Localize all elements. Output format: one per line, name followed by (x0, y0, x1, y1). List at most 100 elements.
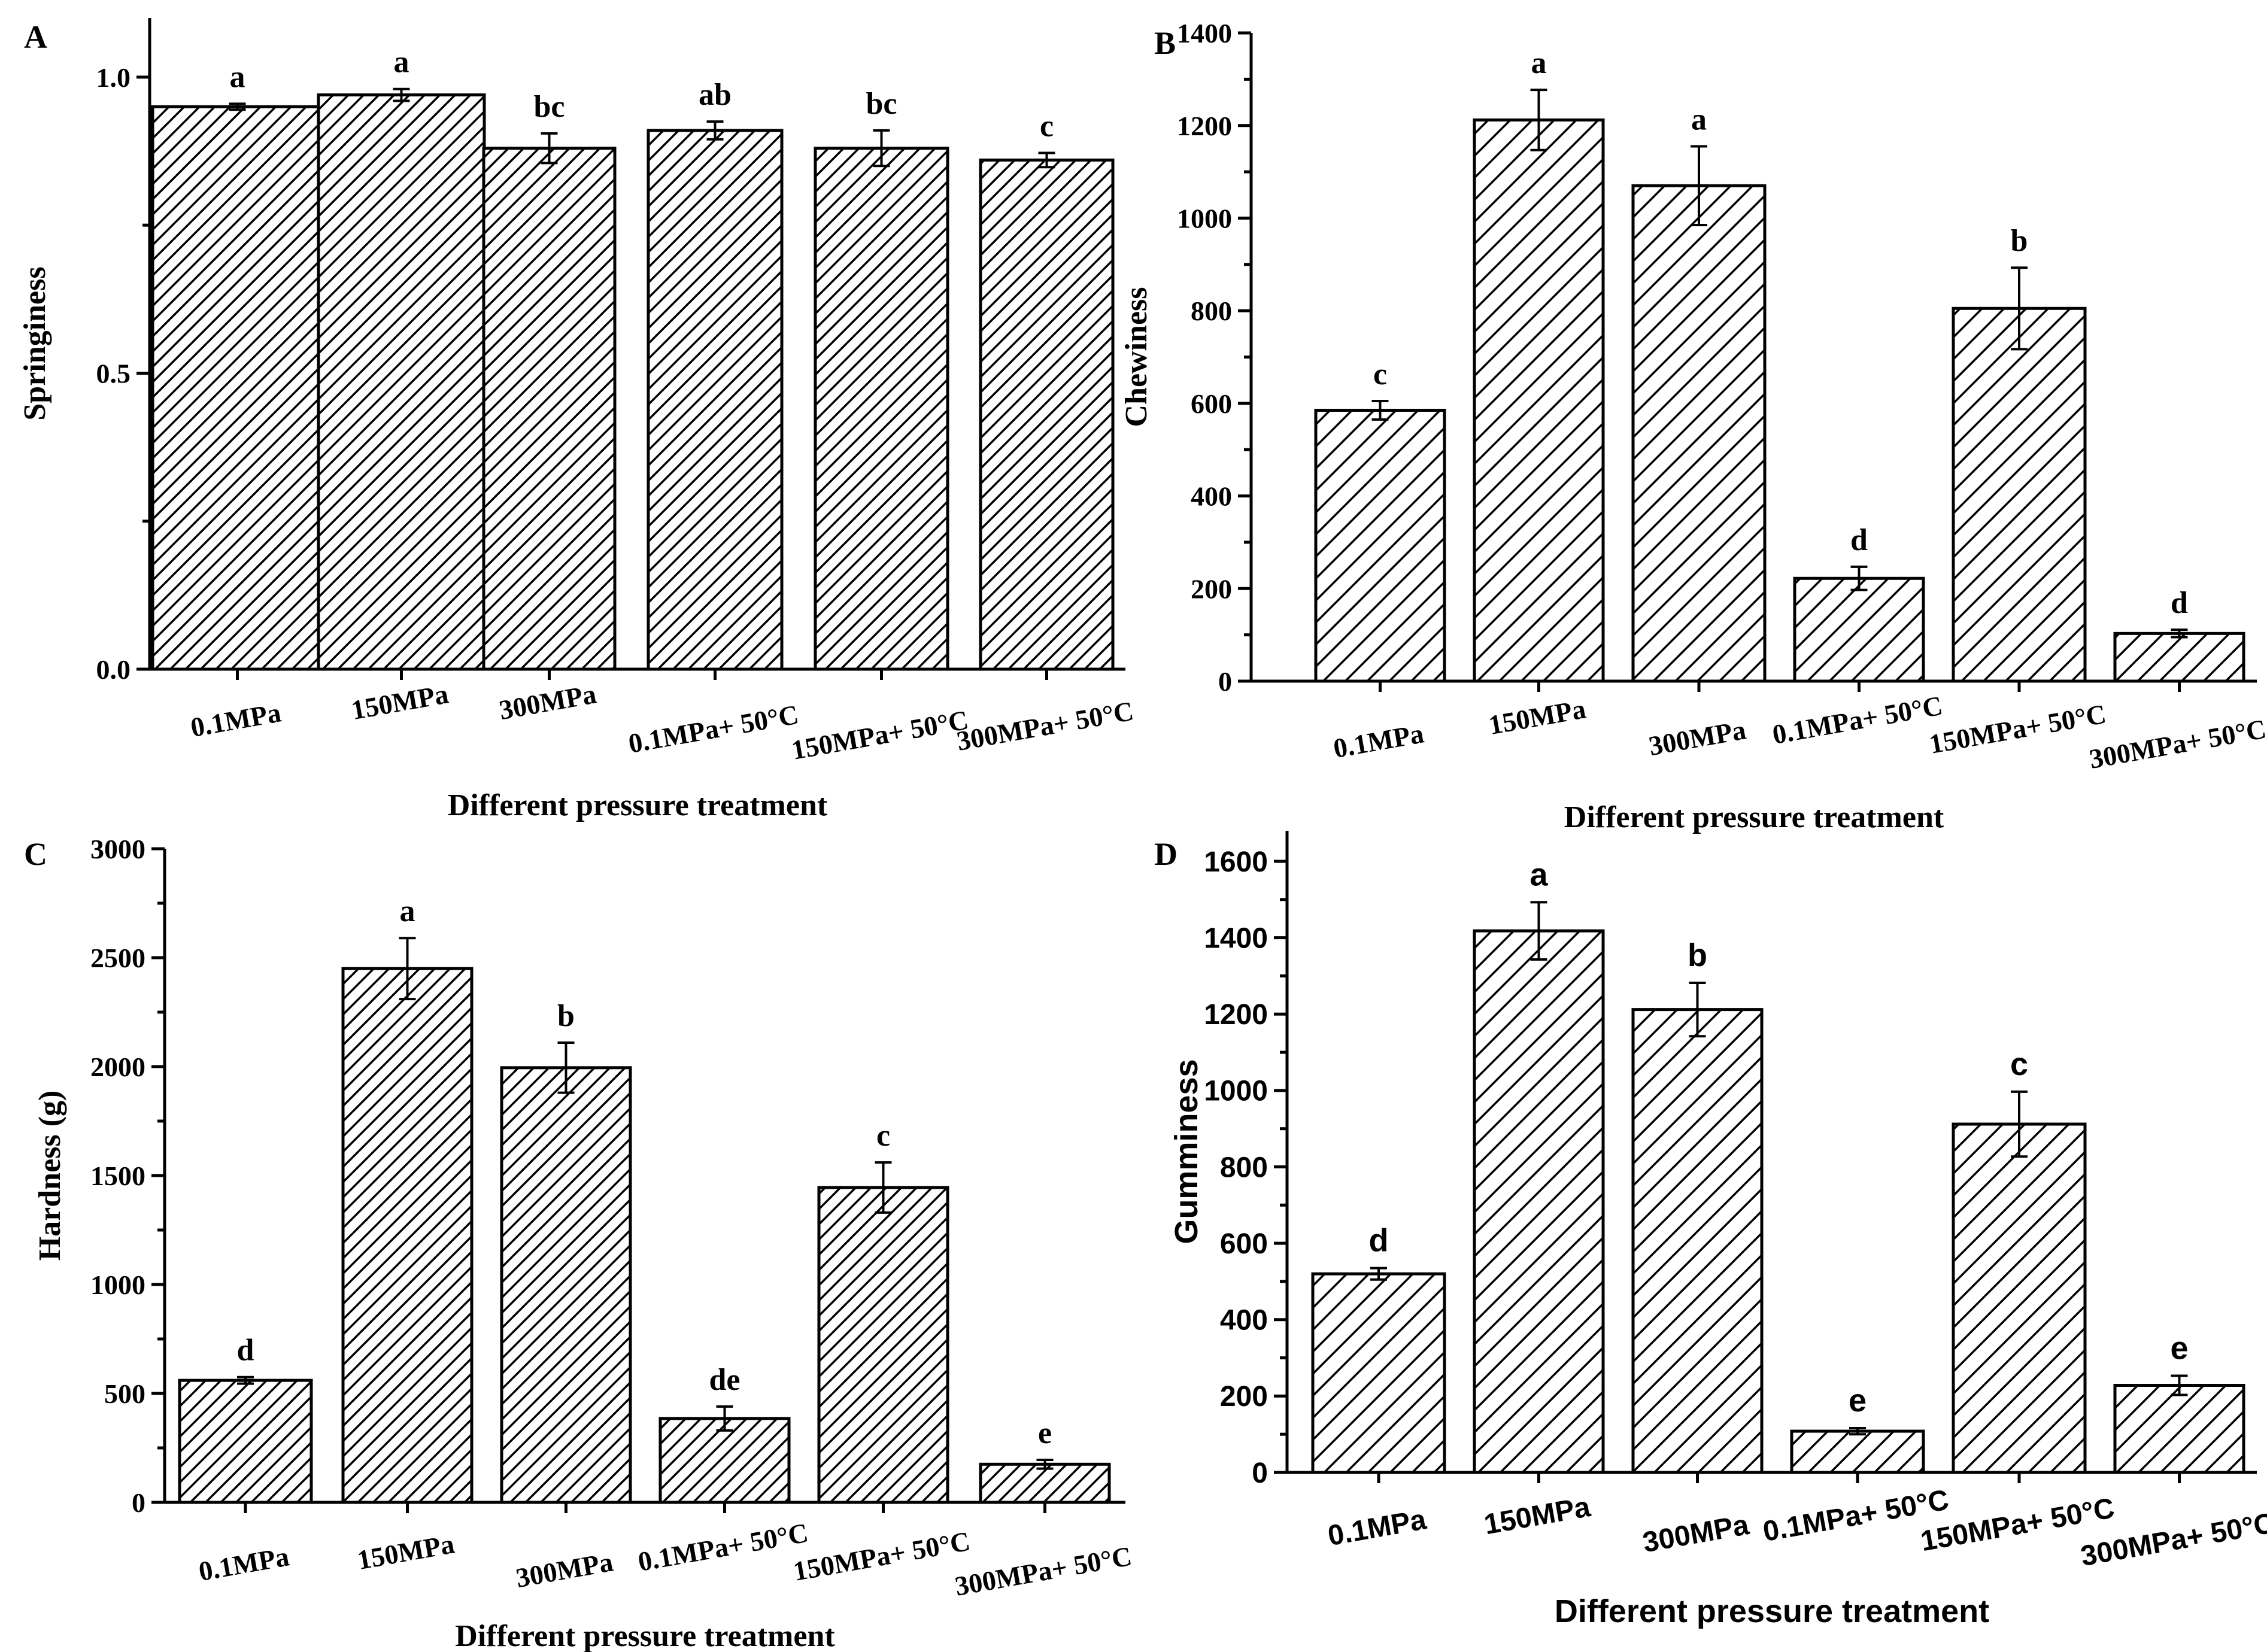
panel-c-y-tick-label: 2500 (90, 943, 145, 973)
panel-c-y-tick-label: 1000 (90, 1270, 145, 1300)
panel-d-bar (1631, 1008, 1764, 1474)
panel-d-bar (2113, 1384, 2245, 1474)
panel-c-category-label: 300MPa (514, 1546, 615, 1593)
panel-c-category-label: 300MPa+ 50°C (952, 1541, 1134, 1602)
panel-a-category-label: 300MPa+ 50°C (954, 696, 1136, 757)
panel-a-significance-label: a (230, 60, 245, 94)
panel-d-y-tick-label: 400 (1220, 1305, 1268, 1337)
panel-d-y-axis-label: Gumminess (1169, 1059, 1204, 1244)
panel-b-y-tick-label: 600 (1191, 388, 1232, 419)
panel-d-significance-label: e (1849, 1383, 1867, 1419)
panel-b-bar (2113, 631, 2245, 683)
panel-a-y-tick-label: 1.0 (96, 62, 131, 93)
panel-a-y-axis-label: Springiness (18, 266, 52, 420)
panel-b-category-label: 300MPa+ 50°C (2087, 713, 2267, 775)
panel-b-y-tick-label: 1200 (1177, 111, 1232, 141)
panel-d-significance-label: d (1369, 1223, 1389, 1259)
panel-c-significance-label: c (876, 1119, 890, 1153)
panel-d-significance-label: a (1529, 857, 1548, 892)
panel-c-bar (979, 1462, 1111, 1504)
panel-a-category-label: 150MPa+ 50°C (789, 704, 970, 766)
panel-b-significance-label: a (1531, 46, 1547, 80)
panel-c-significance-label: a (400, 894, 415, 928)
panel-d-letter: D (1154, 836, 1177, 872)
panel-b-bar (1473, 118, 1605, 683)
panel-c-y-tick-label: 500 (104, 1378, 145, 1409)
panel-b-significance-label: d (2171, 586, 2188, 620)
panel-d-bar (1952, 1122, 2087, 1474)
panel-a-letter: A (24, 19, 47, 55)
panel-b-category-label: 0.1MPa (1331, 718, 1427, 764)
panel-c-category-label: 150MPa+ 50°C (791, 1526, 972, 1587)
panel-c-bar (341, 967, 474, 1504)
panel-a-y-tick-label: 0.0 (96, 654, 131, 685)
panel-a: A 0.0 0.5 1.0 Springiness a 0.1MPa a 150MPa bc 300… (18, 18, 1136, 822)
panel-b-category-label: 300MPa (1646, 714, 1748, 761)
panel-b: B 0 200 400 600 800 1000 1200 1400 Chewiness c 0.1M… (1119, 18, 2267, 834)
panel-a-significance-label: c (1040, 110, 1054, 144)
panel-c-significance-label: de (709, 1363, 741, 1397)
panel-a-significance-label: bc (534, 90, 565, 124)
panel-c-category-label: 0.1MPa (196, 1541, 292, 1587)
panel-d-y-tick-label: 1000 (1204, 1076, 1268, 1107)
panel-d-y-tick-label: 600 (1220, 1228, 1268, 1260)
panel-b-significance-label: c (1373, 357, 1387, 391)
panel-b-y-tick-label: 1400 (1177, 18, 1232, 48)
panel-d-bar (1473, 929, 1605, 1474)
panel-d-category-label: 300MPa (1640, 1509, 1752, 1559)
panel-d-y-tick-label: 1600 (1204, 846, 1268, 878)
panel-b-significance-label: d (1850, 523, 1868, 557)
panel-c-category-label: 0.1MPa+ 50°C (636, 1517, 811, 1577)
panel-b-significance-label: a (1691, 103, 1707, 137)
panel-a-category-label: 300MPa (497, 678, 599, 725)
panel-a-bar (979, 158, 1115, 671)
panel-c-significance-label: e (1038, 1416, 1052, 1450)
panel-d-category-label: 0.1MPa (1325, 1504, 1428, 1552)
panel-b-category-label: 0.1MPa+ 50°C (1770, 690, 1945, 750)
panel-d-category-label: 150MPa (1482, 1491, 1593, 1541)
panel-a-bar (647, 129, 784, 671)
panel-a-bar (814, 147, 949, 671)
panel-c-significance-label: d (237, 1334, 254, 1368)
panel-c-x-axis-label: Different pressure treatment (455, 1619, 835, 1652)
panel-c-bar (817, 1186, 949, 1504)
panel-c-y-tick-label: 3000 (90, 834, 145, 864)
panel-a-bar (151, 105, 324, 671)
panel-c-y-axis-label: Hardness (g) (33, 1091, 67, 1261)
panel-a-category-label: 150MPa (349, 678, 451, 725)
panel-a-significance-label: a (394, 45, 409, 80)
panel-d-x-axis-label: Different pressure treatment (1555, 1593, 1989, 1629)
panel-b-bar (1314, 408, 1446, 683)
panel-d-y-tick-label: 0 (1252, 1457, 1268, 1489)
panel-a-bar (317, 93, 486, 671)
panel-b-bar (1952, 306, 2087, 683)
panel-d-significance-label: c (2010, 1046, 2028, 1082)
panel-a-bar (482, 147, 617, 671)
panel-c-letter: C (24, 836, 47, 872)
panel-b-category-label: 150MPa (1486, 693, 1588, 740)
panel-c-y-tick-label: 0 (132, 1487, 145, 1518)
panel-c: C 0 500 1000 1500 2000 2500 3000 Hardness (g) d 0.… (24, 834, 1134, 1652)
panel-b-y-axis-label: Chewiness (1119, 287, 1154, 427)
panel-d-y-tick-label: 200 (1220, 1381, 1268, 1413)
panel-d-bar (1311, 1272, 1446, 1474)
panel-d-y-tick-label: 800 (1220, 1152, 1268, 1183)
panel-d-bar (1790, 1429, 1925, 1474)
panel-c-significance-label: b (557, 999, 575, 1033)
panel-d-y-tick-label: 1200 (1204, 999, 1268, 1031)
panel-b-y-tick-label: 1000 (1177, 204, 1232, 234)
panel-a-significance-label: bc (866, 87, 897, 121)
panel-d-y-tick-label: 1400 (1204, 922, 1268, 954)
panel-a-category-label: 0.1MPa (189, 697, 284, 743)
panel-c-category-label: 150MPa (355, 1528, 457, 1575)
panel-b-bar (1793, 576, 1925, 683)
panel-d-significance-label: e (2170, 1331, 2188, 1366)
panel-b-y-tick-label: 200 (1191, 573, 1232, 604)
panel-a-y-tick-label: 0.5 (96, 359, 131, 389)
panel-c-y-tick-label: 1500 (90, 1161, 145, 1191)
panel-d: D 0 200 400 600 800 1000 1200 1400 1600 Gumminess d… (1154, 831, 2267, 1629)
panel-b-letter: B (1154, 25, 1176, 61)
panel-b-category-label: 150MPa+ 50°C (1927, 699, 2108, 760)
panel-b-y-tick-label: 400 (1191, 481, 1232, 512)
